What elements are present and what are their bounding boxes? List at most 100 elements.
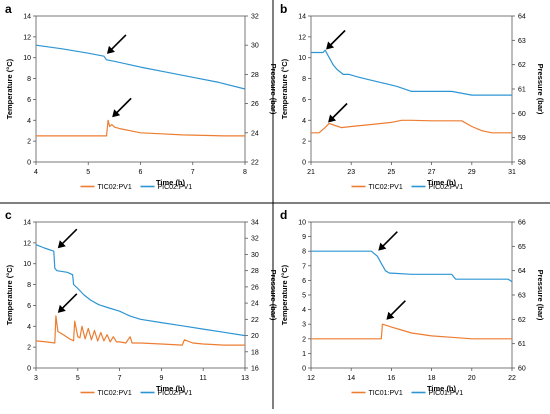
y-left-tick-label: 14 <box>298 14 306 21</box>
y-left-tick-label: 0 <box>302 366 306 373</box>
y-left-tick-label: 6 <box>27 97 31 104</box>
y-left-tick-label: 12 <box>298 34 306 41</box>
y-right-tick-label: 22 <box>251 160 259 167</box>
x-tick-label: 9 <box>159 375 163 382</box>
y-left-tick-label: 0 <box>302 160 306 167</box>
panel-label: d <box>280 208 287 222</box>
y-right-tick-label: 32 <box>251 236 259 243</box>
y-right-tick-label: 28 <box>251 268 259 275</box>
series-line <box>311 119 512 134</box>
y-left-tick-label: 10 <box>298 55 306 62</box>
y-left-tick-label: 3 <box>302 322 306 329</box>
y-left-tick-label: 0 <box>27 160 31 167</box>
series-line <box>311 49 512 96</box>
y-right-tick-label: 59 <box>518 135 526 142</box>
y-left-tick-label: 4 <box>27 118 31 125</box>
y-right-tick-label: 61 <box>518 87 526 94</box>
x-tick-label: 8 <box>243 169 247 176</box>
y-right-tick-label: 24 <box>251 301 259 308</box>
y-left-tick-label: 14 <box>23 14 31 21</box>
y-right-axis-label: Pressure (bar) <box>269 64 278 115</box>
panel-label: c <box>5 208 12 222</box>
y-left-axis-label: Temperature (°C) <box>280 58 289 119</box>
legend-label: TIC02:PV1 <box>98 390 132 397</box>
x-tick-label: 5 <box>86 169 90 176</box>
y-right-tick-label: 60 <box>518 111 526 118</box>
y-right-tick-label: 22 <box>251 317 259 324</box>
y-right-tick-label: 30 <box>251 43 259 50</box>
y-right-axis-label: Pressure (bar) <box>269 270 278 321</box>
y-left-axis-label: Temperature (°C) <box>5 58 14 119</box>
y-left-tick-label: 4 <box>302 307 306 314</box>
legend-label: PIC02:PV1 <box>158 184 193 191</box>
x-axis-label: Time (h) <box>156 178 186 187</box>
y-right-tick-label: 58 <box>518 160 526 167</box>
y-right-tick-label: 60 <box>518 366 526 373</box>
y-left-tick-label: 8 <box>302 76 306 83</box>
annotation-arrow-shaft <box>109 34 127 52</box>
annotation-arrow-head <box>378 242 387 251</box>
y-right-axis-label: Pressure (bar) <box>536 270 545 321</box>
y-left-tick-label: 14 <box>23 220 31 227</box>
x-tick-label: 27 <box>428 169 436 176</box>
x-tick-label: 12 <box>307 375 315 382</box>
y-left-axis-label: Temperature (°C) <box>5 264 14 325</box>
annotation-arrow-shaft <box>330 102 348 121</box>
y-left-tick-label: 6 <box>27 303 31 310</box>
y-left-axis-label: Temperature (°C) <box>280 264 289 325</box>
y-right-tick-label: 16 <box>251 366 259 373</box>
annotation-arrow-head <box>106 45 115 54</box>
y-right-tick-label: 66 <box>518 220 526 227</box>
annotation-arrow-head <box>326 41 335 50</box>
legend-label: PIC02:PV1 <box>158 390 193 397</box>
y-right-tick-label: 34 <box>251 220 259 227</box>
x-tick-label: 7 <box>191 169 195 176</box>
annotation-arrow-shaft <box>380 231 398 249</box>
y-left-tick-label: 2 <box>27 139 31 146</box>
annotation-arrow-shaft <box>388 300 406 318</box>
y-left-tick-label: 2 <box>302 336 306 343</box>
legend-label: PIC02:PV1 <box>429 184 464 191</box>
y-left-tick-label: 10 <box>23 55 31 62</box>
y-right-tick-label: 61 <box>518 341 526 348</box>
y-right-tick-label: 62 <box>518 317 526 324</box>
y-right-tick-label: 30 <box>251 252 259 259</box>
chart-panel-b: b 21 23 25 27 29 31 Time (h) 0 2 4 6 8 10 12 14 Temperat… <box>280 2 545 191</box>
annotation-arrow-head <box>328 114 337 123</box>
y-left-tick-label: 8 <box>27 282 31 289</box>
y-left-tick-label: 1 <box>302 351 306 358</box>
x-tick-label: 16 <box>388 375 396 382</box>
y-right-tick-label: 63 <box>518 293 526 300</box>
y-left-tick-label: 9 <box>302 234 306 241</box>
annotation-arrow-shaft <box>60 293 78 311</box>
x-tick-label: 21 <box>307 169 315 176</box>
x-tick-label: 23 <box>347 169 355 176</box>
x-axis-label: Time (h) <box>427 178 457 187</box>
panel-label: a <box>5 2 12 16</box>
x-axis-label: Time (h) <box>427 384 457 393</box>
panel-label: b <box>280 2 287 16</box>
y-right-tick-label: 26 <box>251 101 259 108</box>
y-left-tick-label: 10 <box>298 220 306 227</box>
y-left-tick-label: 10 <box>23 261 31 268</box>
y-left-tick-label: 12 <box>23 34 31 41</box>
annotation-arrow-shaft <box>114 97 132 115</box>
x-tick-label: 3 <box>34 375 38 382</box>
y-left-tick-label: 4 <box>27 324 31 331</box>
y-right-tick-label: 18 <box>251 349 259 356</box>
x-tick-label: 11 <box>200 375 207 382</box>
annotation-arrow-head <box>57 304 66 313</box>
series-line <box>36 119 245 137</box>
annotation-arrow-head <box>112 109 121 118</box>
y-right-tick-label: 64 <box>518 14 526 21</box>
y-left-tick-label: 7 <box>302 263 306 270</box>
y-left-tick-label: 2 <box>27 345 31 352</box>
annotation-arrow-shaft <box>328 29 346 48</box>
y-left-tick-label: 5 <box>302 293 306 300</box>
x-axis-label: Time (h) <box>156 384 186 393</box>
y-left-tick-label: 2 <box>302 139 306 146</box>
